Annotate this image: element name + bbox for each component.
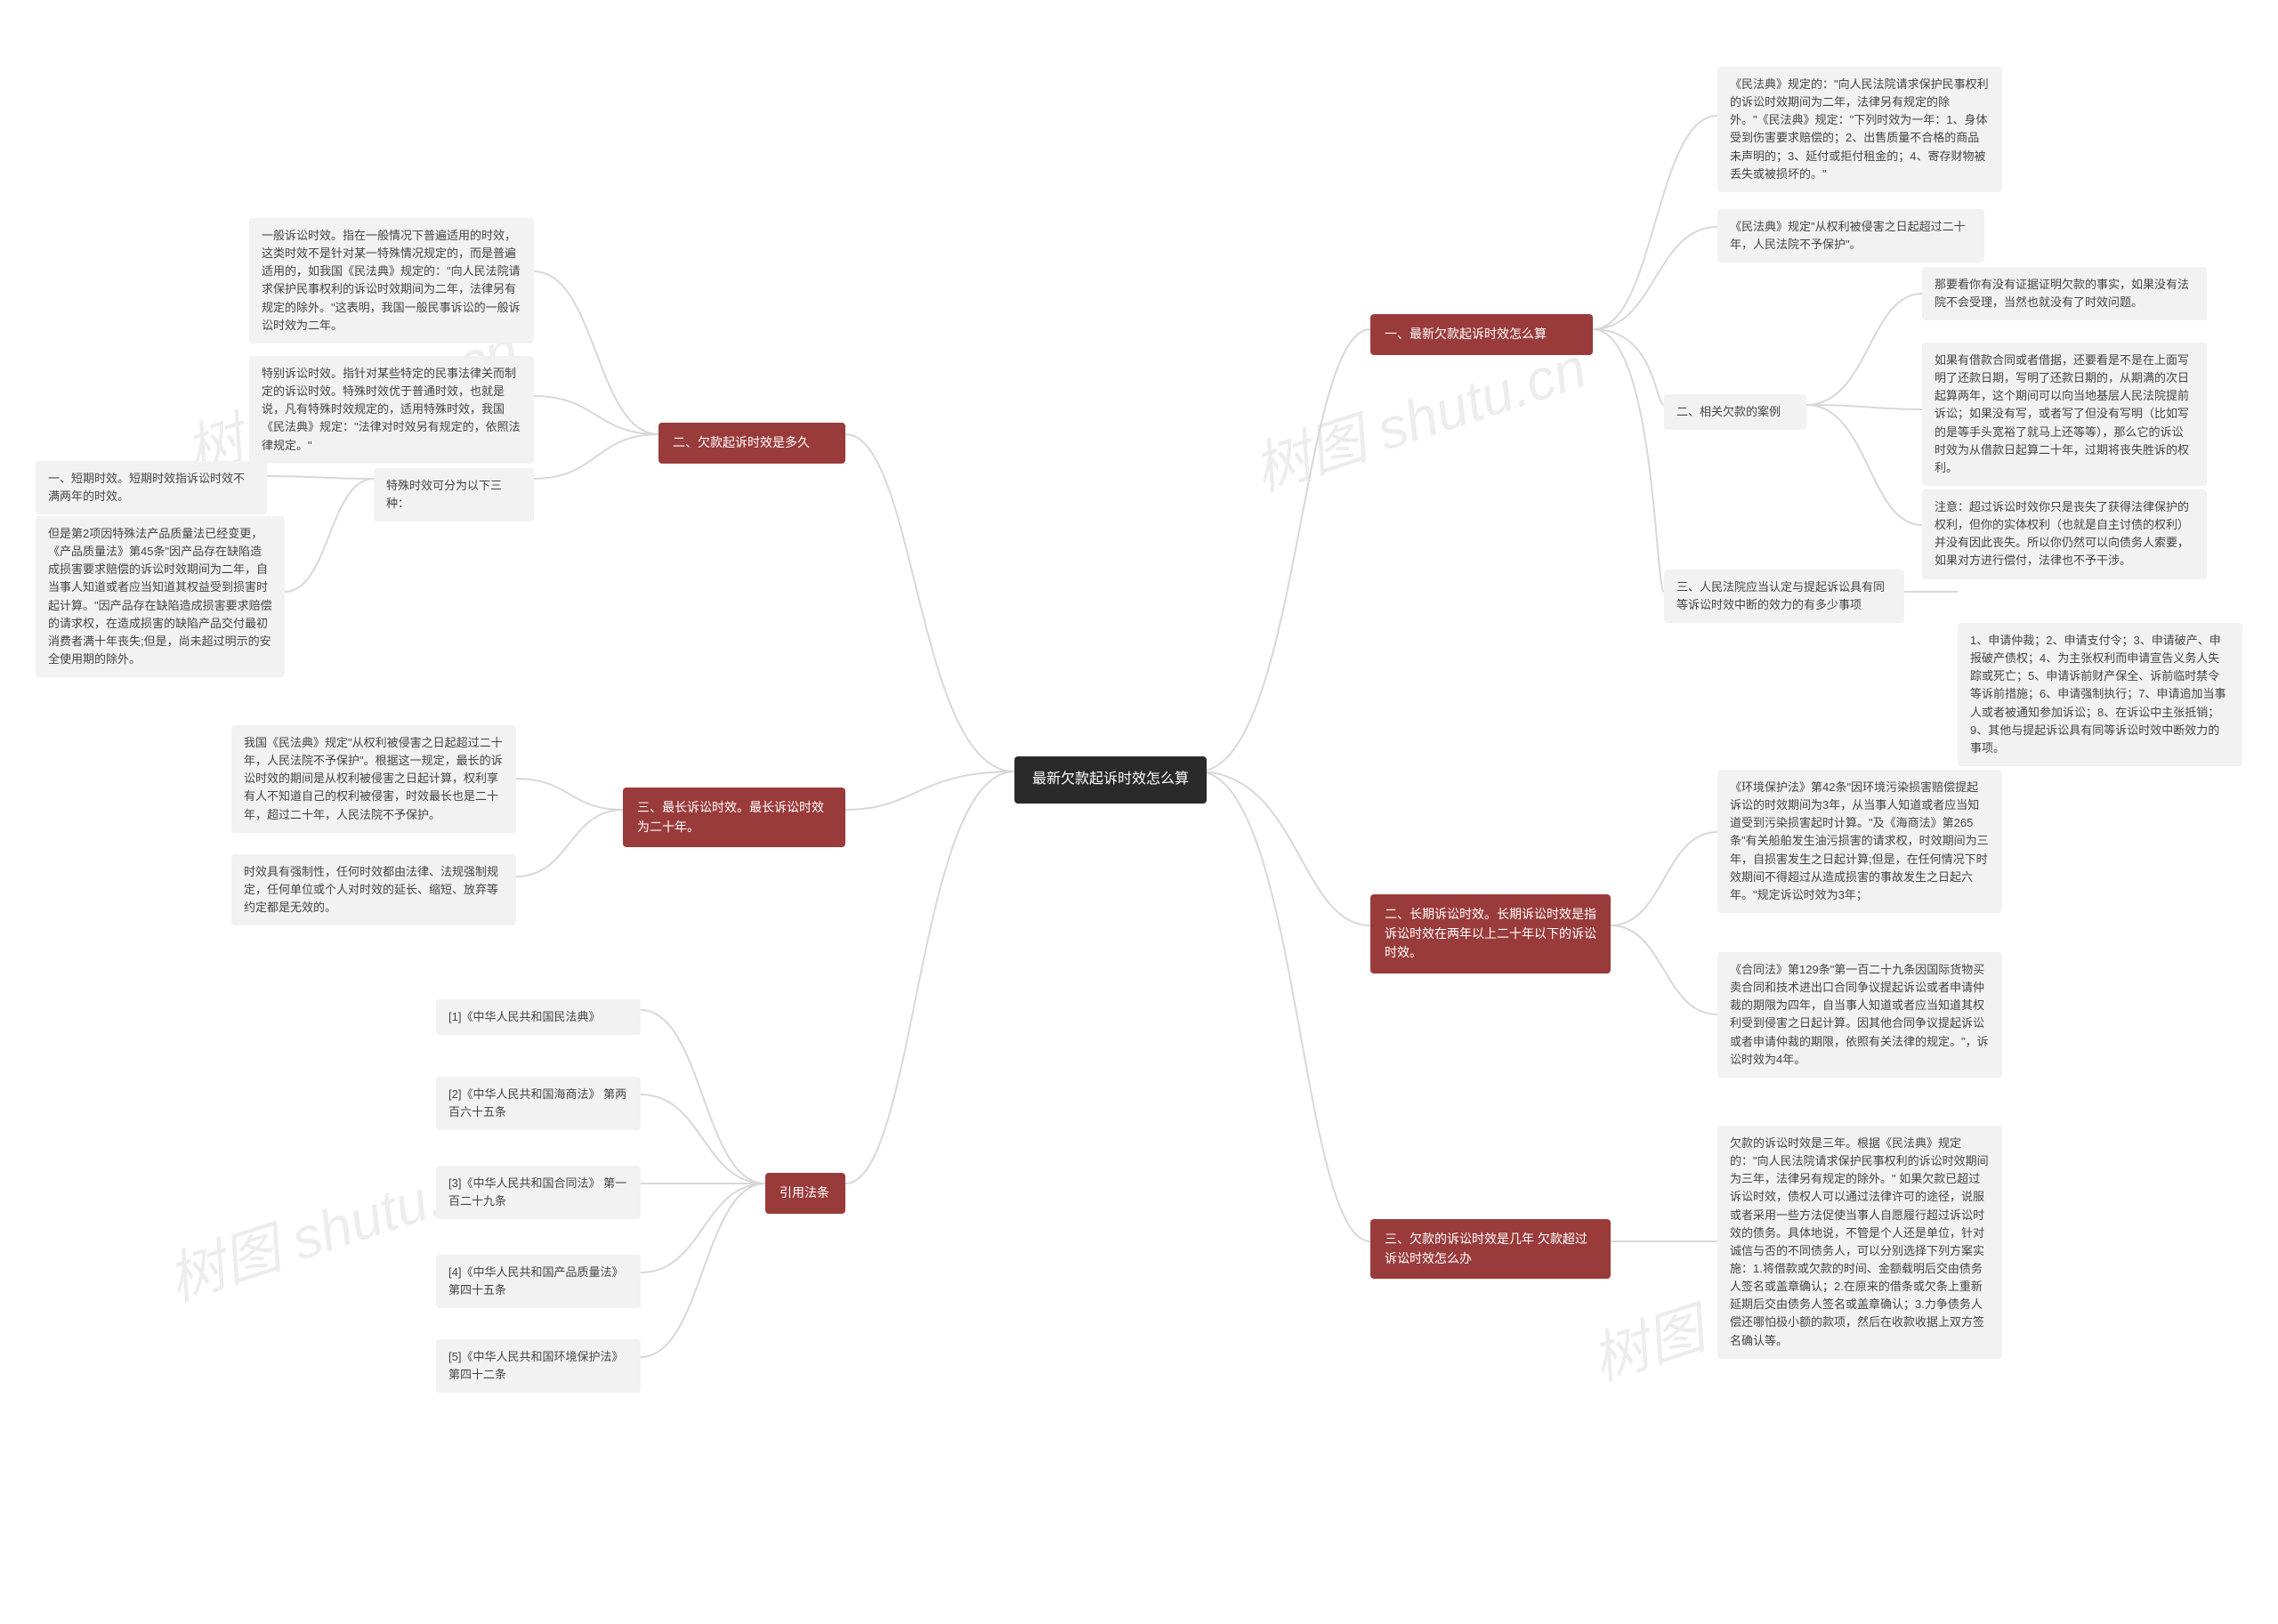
branch-r1: 一、最新欠款起诉时效怎么算	[1370, 314, 1593, 355]
branch-l3: 引用法条	[765, 1173, 845, 1214]
leaf-l1c2: 但是第2项因特殊法产品质量法已经变更，《产品质量法》第45条"因产品存在缺陷造成…	[36, 516, 285, 677]
leaf-r1b: 《民法典》规定"从权利被侵害之日起超过二十年，人民法院不予保护"。	[1717, 209, 1984, 263]
leaf-r1c3: 注意：超过诉讼时效你只是丧失了获得法律保护的权利，但你的实体权利（也就是自主讨债…	[1922, 489, 2207, 579]
leaf-l2a: 我国《民法典》规定"从权利被侵害之日起超过二十年，人民法院不予保护"。根据这一规…	[231, 725, 516, 833]
leaf-l3d: [4]《中华人民共和国产品质量法》 第四十五条	[436, 1255, 641, 1308]
leaf-l3e: [5]《中华人民共和国环境保护法》 第四十二条	[436, 1339, 641, 1393]
leaf-l1c: 特殊时效可分为以下三种：	[374, 468, 534, 521]
leaf-l3a: [1]《中华人民共和国民法典》	[436, 999, 641, 1035]
leaf-l1b: 特别诉讼时效。指针对某些特定的民事法律关而制定的诉讼时效。特殊时效优于普通时效，…	[249, 356, 534, 464]
leaf-r1a: 《民法典》规定的："向人民法院请求保护民事权利的诉讼时效期间为二年，法律另有规定…	[1717, 67, 2002, 192]
leaf-r2a: 《环境保护法》第42条"因环境污染损害赔偿提起诉讼的时效期间为3年，从当事人知道…	[1717, 770, 2002, 913]
leaf-l1a: 一般诉讼时效。指在一般情况下普遍适用的时效，这类时效不是针对某一特殊情况规定的，…	[249, 218, 534, 343]
leaf-r1c: 二、相关欠款的案例	[1664, 394, 1806, 430]
branch-l2: 三、最长诉讼时效。最长诉讼时效为二十年。	[623, 788, 845, 847]
branch-l1: 二、欠款起诉时效是多久	[658, 423, 845, 464]
leaf-l3b: [2]《中华人民共和国海商法》 第两百六十五条	[436, 1077, 641, 1130]
leaf-l2b: 时效具有强制性，任何时效都由法律、法规强制规定，任何单位或个人对时效的延长、缩短…	[231, 854, 516, 925]
branch-r2: 二、长期诉讼时效。长期诉讼时效是指诉讼时效在两年以上二十年以下的诉讼时效。	[1370, 894, 1611, 974]
leaf-r1d: 三、人民法院应当认定与提起诉讼具有同等诉讼时效中断的效力的有多少事项	[1664, 570, 1904, 623]
leaf-l3c: [3]《中华人民共和国合同法》 第一百二十九条	[436, 1166, 641, 1219]
leaf-r1c2: 如果有借款合同或者借据，还要看是不是在上面写明了还款日期，写明了还款日期的，从期…	[1922, 343, 2207, 486]
leaf-r1d-detail: 1、申请仲裁；2、申请支付令；3、申请破产、申报破产债权；4、为主张权利而申请宣…	[1958, 623, 2242, 766]
branch-r3: 三、欠款的诉讼时效是几年 欠款超过诉讼时效怎么办	[1370, 1219, 1611, 1279]
leaf-l1c1: 一、短期时效。短期时效指诉讼时效不满两年的时效。	[36, 461, 267, 514]
leaf-r2b: 《合同法》第129条"第一百二十九条因国际货物买卖合同和技术进出口合同争议提起诉…	[1717, 952, 2002, 1078]
center-node: 最新欠款起诉时效怎么算	[1014, 756, 1207, 804]
leaf-r1c1: 那要看你有没有证据证明欠款的事实，如果没有法院不会受理，当然也就没有了时效问题。	[1922, 267, 2207, 320]
leaf-r3a: 欠款的诉讼时效是三年。根据《民法典》规定的："向人民法院请求保护民事权利的诉讼时…	[1717, 1126, 2002, 1359]
